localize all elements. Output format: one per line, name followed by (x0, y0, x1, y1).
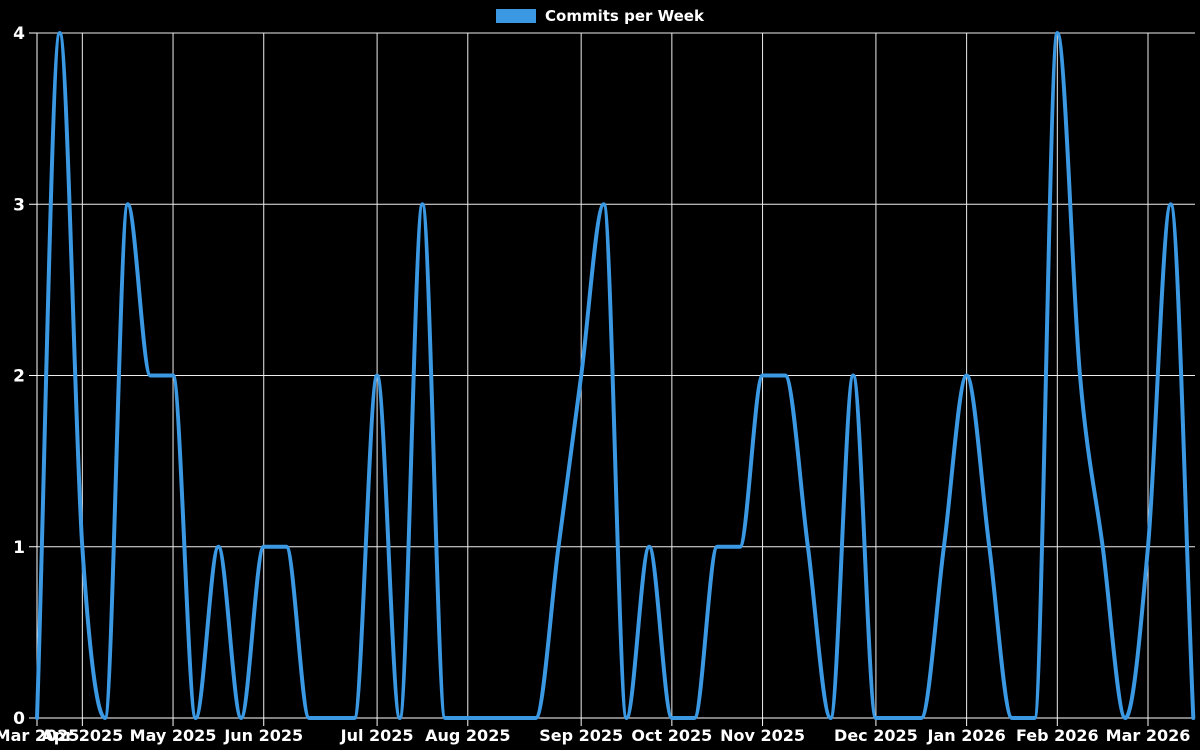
y-tick-label: 1 (13, 538, 25, 558)
x-tick-label: Aug 2025 (425, 726, 510, 745)
commits-line-series (35, 31, 1196, 720)
legend-label: Commits per Week (545, 7, 704, 25)
y-tick-label: 2 (13, 367, 25, 387)
x-tick-label: Nov 2025 (720, 726, 805, 745)
x-tick-label: Oct 2025 (631, 726, 712, 745)
x-tick-label: Mar 2025 (0, 726, 79, 745)
legend[interactable]: Commits per Week (0, 6, 1200, 26)
x-tick-label: Jun 2025 (223, 726, 303, 745)
x-tick-label: Mar 2026 (1106, 726, 1191, 745)
x-tick-label: Sep 2025 (539, 726, 623, 745)
y-tick-label: 0 (13, 709, 25, 729)
y-tick-label: 3 (13, 195, 25, 215)
legend-swatch-icon (496, 9, 537, 23)
x-tick-label: Apr 2025 (41, 726, 123, 745)
x-tick-label: Jan 2026 (926, 726, 1005, 745)
x-tick-label: Dec 2025 (834, 726, 918, 745)
y-tick-label: 4 (13, 24, 25, 44)
x-tick-label: Jul 2025 (340, 726, 414, 745)
x-tick-label: May 2025 (130, 726, 217, 745)
x-tick-label: Feb 2026 (1016, 726, 1099, 745)
